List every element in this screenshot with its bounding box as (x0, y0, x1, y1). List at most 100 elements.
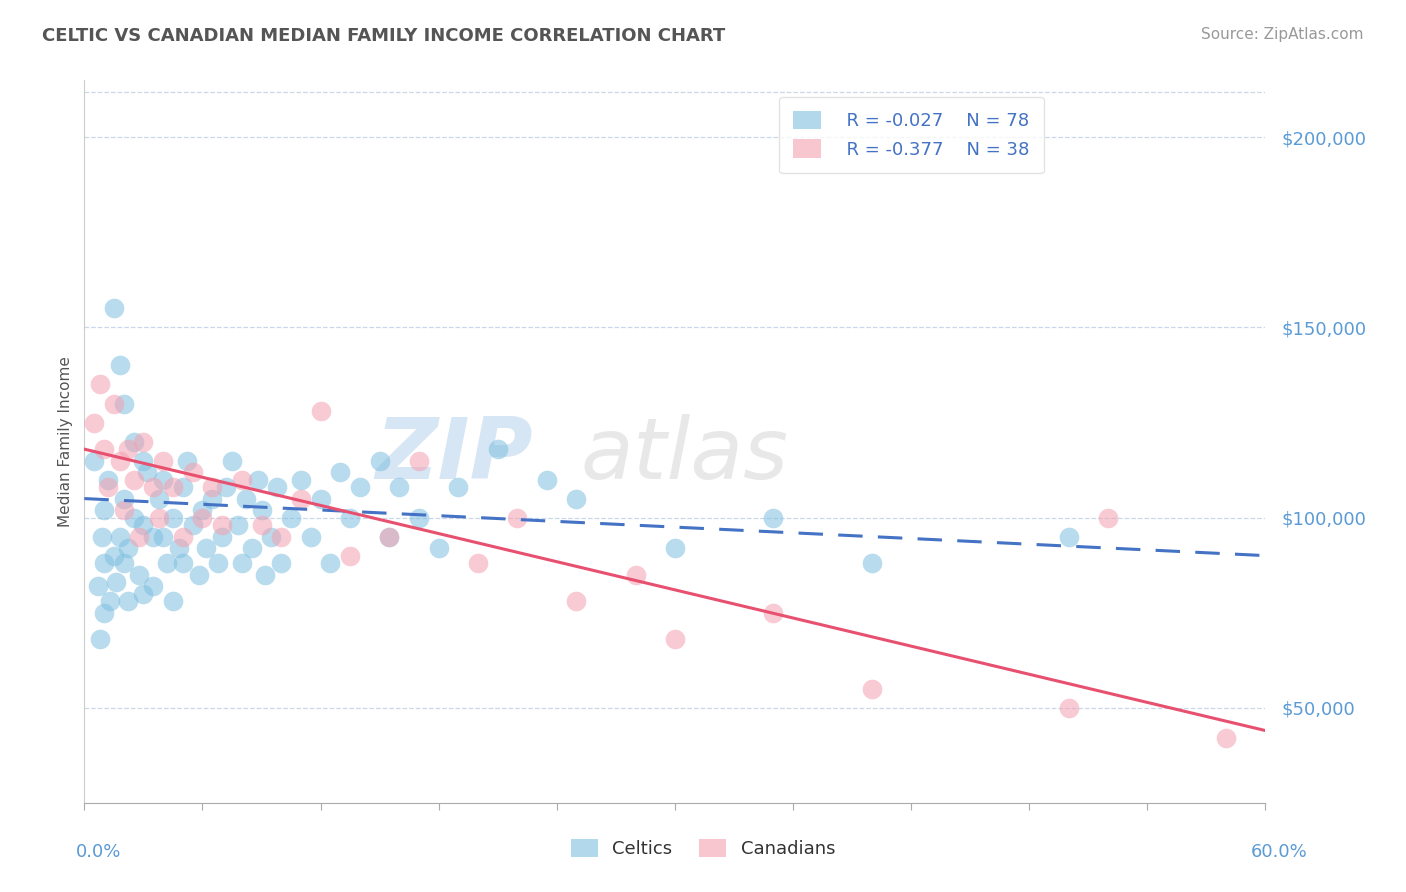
Point (339, 549, 361, 563)
Point (162, 480, 184, 494)
Point (506, 510, 529, 524)
Point (128, 530, 150, 544)
Point (136, 465, 159, 479)
Point (260, 530, 283, 544)
Point (93, 442, 115, 457)
Point (860, 681, 883, 696)
Point (447, 480, 470, 494)
Text: ZIP: ZIP (375, 415, 533, 498)
Point (270, 556, 292, 570)
Point (93, 503, 115, 517)
Point (176, 453, 198, 467)
Point (624, 567, 647, 582)
Point (181, 518, 204, 533)
Point (142, 480, 165, 494)
Point (93, 606, 115, 620)
Point (246, 473, 269, 487)
Point (97, 480, 120, 494)
Point (408, 453, 430, 467)
Point (201, 491, 224, 506)
Point (91, 530, 114, 544)
Legend: Celtics, Canadians: Celtics, Canadians (564, 831, 842, 865)
Point (98, 594, 121, 608)
Point (266, 480, 288, 494)
Point (191, 510, 214, 524)
Point (172, 480, 194, 494)
Point (108, 530, 131, 544)
Point (167, 541, 190, 555)
Point (565, 491, 588, 506)
Point (215, 480, 238, 494)
Point (536, 473, 558, 487)
Point (104, 575, 127, 590)
Point (408, 510, 430, 524)
Point (156, 556, 179, 570)
Point (122, 434, 145, 449)
Point (1057, 700, 1080, 714)
Point (270, 530, 292, 544)
Point (83, 453, 105, 467)
Point (187, 567, 209, 582)
Text: atlas: atlas (581, 415, 789, 498)
Text: 0.0%: 0.0% (76, 843, 121, 861)
Point (132, 518, 155, 533)
Point (762, 606, 785, 620)
Point (132, 587, 155, 601)
Point (97, 473, 120, 487)
Point (112, 396, 135, 410)
Point (172, 530, 194, 544)
Point (122, 510, 145, 524)
Point (221, 453, 243, 467)
Legend:   R = -0.027    N = 78,   R = -0.377    N = 38: R = -0.027 N = 78, R = -0.377 N = 38 (779, 96, 1043, 173)
Point (309, 404, 332, 418)
Point (122, 473, 145, 487)
Text: Source: ZipAtlas.com: Source: ZipAtlas.com (1201, 27, 1364, 42)
Text: 60.0%: 60.0% (1251, 843, 1308, 861)
Point (152, 530, 174, 544)
Point (108, 359, 131, 373)
Point (117, 442, 139, 457)
Point (250, 503, 273, 517)
Point (427, 541, 450, 555)
Point (89, 377, 111, 392)
Point (89, 632, 111, 647)
Point (112, 556, 135, 570)
Point (162, 594, 184, 608)
Point (339, 510, 361, 524)
Point (103, 301, 125, 316)
Point (664, 541, 686, 555)
Point (142, 579, 165, 593)
Point (117, 541, 139, 555)
Point (226, 518, 249, 533)
Point (290, 473, 312, 487)
Point (368, 453, 391, 467)
Point (231, 556, 253, 570)
Point (132, 434, 155, 449)
Point (280, 510, 302, 524)
Point (112, 491, 135, 506)
Point (152, 453, 174, 467)
Point (378, 530, 401, 544)
Point (486, 442, 509, 457)
Point (172, 556, 194, 570)
Point (349, 480, 371, 494)
Point (309, 491, 332, 506)
Point (195, 541, 218, 555)
Point (240, 541, 263, 555)
Point (378, 530, 401, 544)
Y-axis label: Median Family Income: Median Family Income (58, 356, 73, 527)
Point (128, 567, 150, 582)
Point (250, 518, 273, 533)
Point (664, 632, 686, 647)
Point (211, 530, 233, 544)
Point (467, 556, 489, 570)
Point (329, 465, 352, 479)
Point (103, 396, 125, 410)
Point (290, 491, 312, 506)
Point (1057, 530, 1080, 544)
Point (207, 556, 229, 570)
Point (117, 594, 139, 608)
Point (201, 480, 224, 494)
Point (211, 518, 233, 533)
Point (83, 416, 105, 430)
